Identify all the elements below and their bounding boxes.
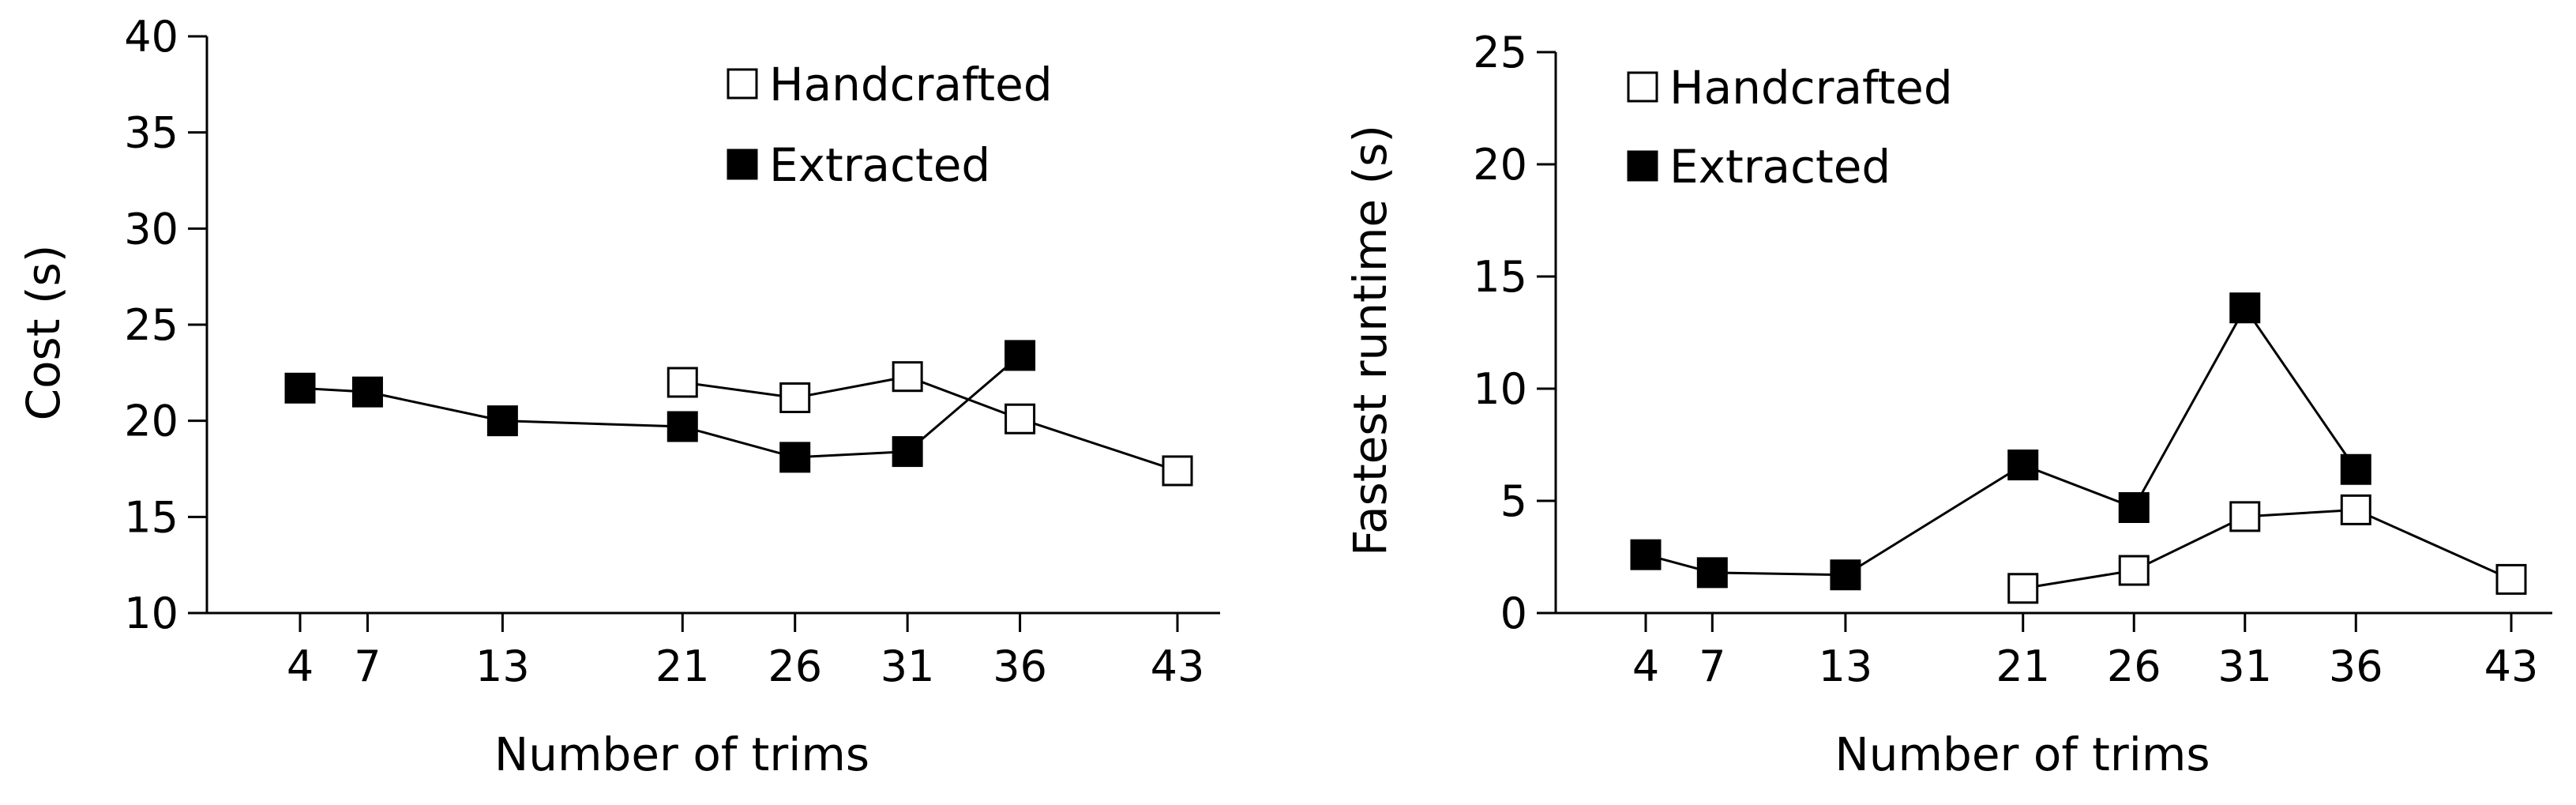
x-axis-title: Number of trims (1834, 728, 2210, 781)
x-tick-label: 36 (2329, 641, 2383, 691)
y-axis-title: Cost (s) (17, 245, 70, 421)
data-point-handcrafted (667, 367, 698, 398)
runtime-chart-panel: 0 5 10 15 20 25 4 7 13 21 26 31 36 43 Number of trims F… (1343, 28, 2552, 781)
y-tick-label: 5 (1500, 476, 1527, 526)
data-point-extracted (2007, 450, 2039, 481)
x-tick-label: 7 (354, 641, 381, 691)
y-tick-label: 30 (124, 204, 178, 254)
x-axis-title: Number of trims (494, 728, 869, 781)
series-line-extracted (1645, 305, 2357, 577)
data-point-handcrafted (892, 361, 923, 393)
x-tick-label: 4 (287, 641, 314, 691)
x-tick-label: 4 (1632, 641, 1659, 691)
data-point-handcrafted (2118, 555, 2150, 586)
data-point-handcrafted (2007, 573, 2039, 604)
y-tick-label: 10 (124, 589, 178, 638)
legend-label-extracted: Extracted (1669, 140, 1891, 194)
x-tick-label: 26 (768, 641, 822, 691)
y-tick-label: 15 (124, 492, 178, 542)
legend-label-extracted: Extracted (769, 138, 990, 192)
y-tick-label: 35 (124, 108, 178, 158)
data-point-extracted (2340, 453, 2371, 485)
legend-marker-extracted (1627, 150, 1658, 182)
data-point-extracted (1696, 557, 1728, 589)
data-point-handcrafted (1162, 455, 1193, 487)
y-tick-label: 40 (124, 12, 178, 62)
x-tick-label: 43 (1151, 641, 1205, 691)
data-point-handcrafted (779, 382, 811, 413)
legend-marker-handcrafted (727, 68, 758, 100)
series-line-handcrafted (682, 375, 1178, 472)
y-tick-label: 25 (124, 300, 178, 350)
legend-marker-extracted (727, 149, 758, 180)
x-tick-label: 36 (993, 641, 1047, 691)
x-tick-label: 26 (2107, 641, 2161, 691)
legend-marker-handcrafted (1627, 71, 1658, 103)
data-point-extracted (779, 442, 811, 473)
data-point-extracted (2229, 292, 2261, 324)
y-tick-label: 25 (1473, 28, 1527, 77)
legend-label-handcrafted: Handcrafted (1669, 61, 1953, 115)
x-tick-label: 13 (475, 641, 530, 691)
data-point-extracted (892, 436, 923, 468)
data-point-extracted (1630, 539, 1662, 570)
x-tick-label: 21 (1996, 641, 2050, 691)
data-point-handcrafted (2340, 494, 2371, 525)
x-tick-label: 43 (2484, 641, 2539, 691)
data-point-extracted (486, 405, 518, 437)
y-axis-title: Fastest runtime (s) (1343, 125, 1397, 556)
x-tick-label: 21 (655, 641, 710, 691)
data-point-extracted (351, 376, 383, 408)
data-point-extracted (667, 411, 698, 442)
y-tick-label: 10 (1473, 364, 1527, 414)
x-tick-label: 31 (881, 641, 935, 691)
y-tick-label: 0 (1500, 589, 1527, 638)
data-point-handcrafted (1004, 403, 1036, 434)
data-point-extracted (284, 372, 316, 404)
data-point-extracted (1004, 340, 1036, 371)
y-tick-label: 15 (1473, 252, 1527, 302)
data-point-extracted (2118, 492, 2150, 524)
data-point-extracted (1830, 559, 1861, 591)
y-tick-label: 20 (124, 397, 178, 446)
x-tick-label: 7 (1699, 641, 1725, 691)
data-point-handcrafted (2229, 501, 2261, 532)
data-point-handcrafted (2495, 563, 2527, 595)
legend-label-handcrafted: Handcrafted (769, 58, 1053, 111)
x-tick-label: 13 (1819, 641, 1873, 691)
series-line-handcrafted (2022, 508, 2512, 590)
x-tick-label: 31 (2217, 641, 2272, 691)
y-tick-label: 20 (1473, 140, 1527, 190)
cost-chart-panel: 10 15 20 25 30 35 40 4 7 13 21 26 31 36 43 Number of tr… (17, 12, 1220, 781)
